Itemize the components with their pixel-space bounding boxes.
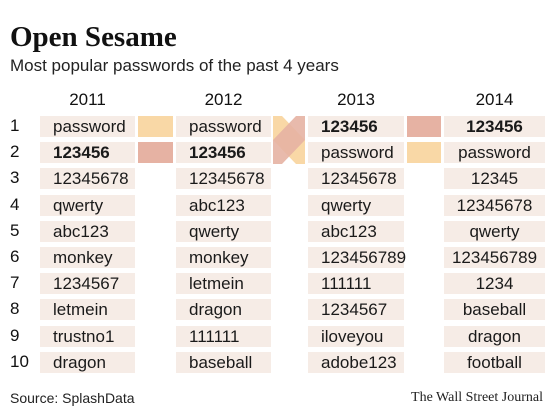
rank-label: 9 bbox=[10, 326, 20, 345]
password-cell: 1234567 bbox=[40, 273, 135, 294]
year-header-2013: 2013 bbox=[337, 90, 375, 109]
password-cell: qwerty bbox=[308, 195, 404, 216]
password-cell: 123456 bbox=[40, 142, 135, 163]
123456-rank-marker bbox=[407, 116, 441, 137]
year-header-2011: 2011 bbox=[69, 90, 106, 109]
rank-label: 6 bbox=[10, 247, 20, 266]
password-cell: 111111 bbox=[176, 326, 271, 347]
year-header-2014: 2014 bbox=[475, 90, 514, 109]
password-cell: password bbox=[444, 142, 545, 163]
password-cell: 123456789 bbox=[444, 247, 545, 268]
year-header-2012: 2012 bbox=[204, 90, 243, 109]
rank-label: 8 bbox=[10, 299, 20, 318]
rank-swap-connector bbox=[273, 116, 305, 164]
password-cell: password bbox=[308, 142, 404, 163]
password-cell: 123456789 bbox=[308, 247, 406, 268]
source-note: Source: SplashData bbox=[10, 390, 135, 406]
password-cell: baseball bbox=[444, 299, 545, 320]
password-cell: letmein bbox=[40, 299, 135, 320]
password-rank-marker bbox=[138, 116, 173, 137]
rank-label: 2 bbox=[10, 142, 20, 161]
rank-label: 4 bbox=[10, 195, 20, 214]
password-cell: football bbox=[444, 352, 545, 373]
password-cell: 111111 bbox=[308, 273, 404, 294]
123456-rank-marker bbox=[138, 142, 173, 163]
rank-label: 7 bbox=[10, 273, 20, 292]
password-cell: monkey bbox=[176, 247, 271, 268]
rank-label: 3 bbox=[10, 168, 20, 187]
password-cell: 123456 bbox=[444, 116, 545, 137]
password-cell: abc123 bbox=[40, 221, 135, 242]
password-cell: letmein bbox=[176, 273, 271, 294]
password-cell: 123456 bbox=[176, 142, 271, 163]
password-cell: password bbox=[40, 116, 135, 137]
password-cell: trustno1 bbox=[40, 326, 135, 347]
password-cell: qwerty bbox=[176, 221, 271, 242]
password-cell: 123456 bbox=[308, 116, 404, 137]
password-cell: abc123 bbox=[176, 195, 271, 216]
chart-title: Open Sesame bbox=[10, 21, 177, 53]
password-cell: 12345678 bbox=[40, 168, 135, 189]
password-cell: qwerty bbox=[444, 221, 545, 242]
password-cell: baseball bbox=[176, 352, 271, 373]
password-cell: qwerty bbox=[40, 195, 135, 216]
123456-swap-band bbox=[273, 116, 305, 164]
password-cell: dragon bbox=[444, 326, 545, 347]
password-cell: 1234567 bbox=[308, 299, 404, 320]
rank-label: 1 bbox=[10, 116, 20, 135]
password-cell: iloveyou bbox=[308, 326, 404, 347]
password-cell: adobe123 bbox=[308, 352, 404, 373]
password-cell: 12345678 bbox=[308, 168, 404, 189]
password-cell: password bbox=[176, 116, 271, 137]
password-cell: 1234 bbox=[444, 273, 545, 294]
password-cell: dragon bbox=[40, 352, 135, 373]
password-rank-marker bbox=[407, 142, 441, 163]
password-cell: 12345 bbox=[444, 168, 545, 189]
publisher-credit: The Wall Street Journal bbox=[411, 390, 543, 405]
rank-label: 10 bbox=[10, 352, 29, 371]
password-cell: dragon bbox=[176, 299, 271, 320]
password-cell: 12345678 bbox=[444, 195, 545, 216]
password-cell: 12345678 bbox=[176, 168, 271, 189]
rank-label: 5 bbox=[10, 221, 20, 240]
password-cell: monkey bbox=[40, 247, 135, 268]
password-cell: abc123 bbox=[308, 221, 404, 242]
chart-subtitle: Most popular passwords of the past 4 yea… bbox=[10, 56, 339, 75]
